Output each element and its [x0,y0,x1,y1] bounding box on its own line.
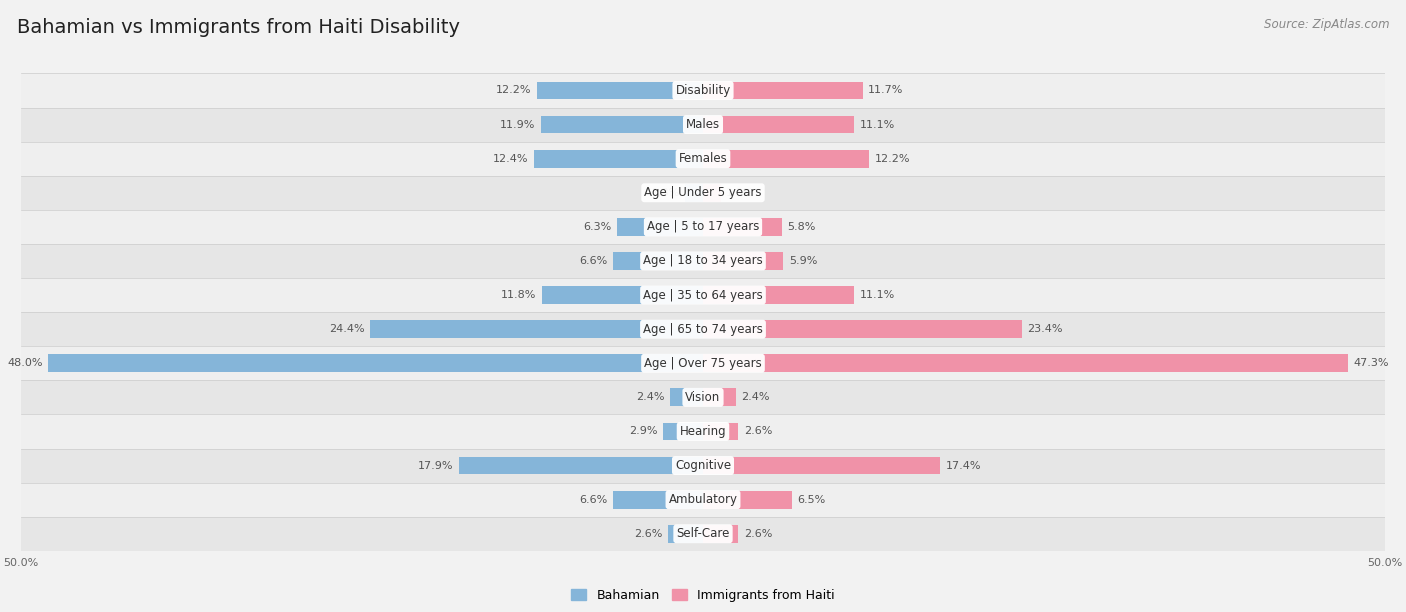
Text: Males: Males [686,118,720,131]
Bar [703,218,782,236]
Bar [703,320,1022,338]
Bar [664,423,703,440]
Text: Age | 5 to 17 years: Age | 5 to 17 years [647,220,759,233]
Bar [703,525,738,543]
Bar [21,312,1385,346]
Bar [613,491,703,509]
Bar [703,150,869,168]
Bar [21,517,1385,551]
Bar [668,525,703,543]
Bar [21,449,1385,483]
Bar [21,414,1385,449]
Text: Age | 18 to 34 years: Age | 18 to 34 years [643,255,763,267]
Text: 2.6%: 2.6% [634,529,662,539]
Bar [21,141,1385,176]
Text: 11.8%: 11.8% [501,290,537,300]
Bar [458,457,703,474]
Text: 2.6%: 2.6% [744,529,772,539]
Bar [543,286,703,304]
Bar [21,380,1385,414]
Text: 2.9%: 2.9% [630,427,658,436]
Bar [21,483,1385,517]
Text: 12.4%: 12.4% [494,154,529,163]
Text: Hearing: Hearing [679,425,727,438]
Text: 6.5%: 6.5% [797,494,825,505]
Text: Source: ZipAtlas.com: Source: ZipAtlas.com [1264,18,1389,31]
Bar [703,491,792,509]
Bar [703,116,855,133]
Text: 2.4%: 2.4% [637,392,665,402]
Text: 1.3%: 1.3% [725,188,755,198]
Bar [703,81,862,99]
Bar [370,320,703,338]
Bar [685,184,703,201]
Text: 12.2%: 12.2% [496,86,531,95]
Bar [703,457,941,474]
Text: Females: Females [679,152,727,165]
Text: 17.4%: 17.4% [946,461,981,471]
Text: 11.7%: 11.7% [868,86,904,95]
Text: 23.4%: 23.4% [1028,324,1063,334]
Bar [617,218,703,236]
Legend: Bahamian, Immigrants from Haiti: Bahamian, Immigrants from Haiti [567,584,839,606]
Text: 17.9%: 17.9% [418,461,453,471]
Text: 5.8%: 5.8% [787,222,815,232]
Bar [703,389,735,406]
Text: 6.3%: 6.3% [583,222,612,232]
Text: 11.1%: 11.1% [860,119,896,130]
Text: Age | Over 75 years: Age | Over 75 years [644,357,762,370]
Bar [537,81,703,99]
Text: 5.9%: 5.9% [789,256,817,266]
Bar [21,244,1385,278]
Text: 6.6%: 6.6% [579,494,607,505]
Bar [703,252,783,270]
Text: 11.9%: 11.9% [501,119,536,130]
Text: 48.0%: 48.0% [7,358,44,368]
Text: Cognitive: Cognitive [675,459,731,472]
Bar [534,150,703,168]
Bar [703,286,855,304]
Text: 2.6%: 2.6% [744,427,772,436]
Text: 6.6%: 6.6% [579,256,607,266]
Text: Age | 65 to 74 years: Age | 65 to 74 years [643,323,763,335]
Text: 11.1%: 11.1% [860,290,896,300]
Bar [703,184,721,201]
Text: Ambulatory: Ambulatory [668,493,738,506]
Text: 2.4%: 2.4% [741,392,769,402]
Bar [613,252,703,270]
Bar [21,210,1385,244]
Bar [48,354,703,372]
Text: Vision: Vision [685,391,721,404]
Text: 12.2%: 12.2% [875,154,910,163]
Bar [671,389,703,406]
Text: Self-Care: Self-Care [676,528,730,540]
Text: Bahamian vs Immigrants from Haiti Disability: Bahamian vs Immigrants from Haiti Disabi… [17,18,460,37]
Text: 47.3%: 47.3% [1354,358,1389,368]
Bar [21,108,1385,141]
Text: 1.3%: 1.3% [651,188,681,198]
Text: Disability: Disability [675,84,731,97]
Text: Age | 35 to 64 years: Age | 35 to 64 years [643,289,763,302]
Bar [703,354,1348,372]
Bar [541,116,703,133]
Bar [21,346,1385,380]
Text: Age | Under 5 years: Age | Under 5 years [644,186,762,200]
Bar [21,278,1385,312]
Text: 24.4%: 24.4% [329,324,364,334]
Bar [703,423,738,440]
Bar [21,73,1385,108]
Bar [21,176,1385,210]
